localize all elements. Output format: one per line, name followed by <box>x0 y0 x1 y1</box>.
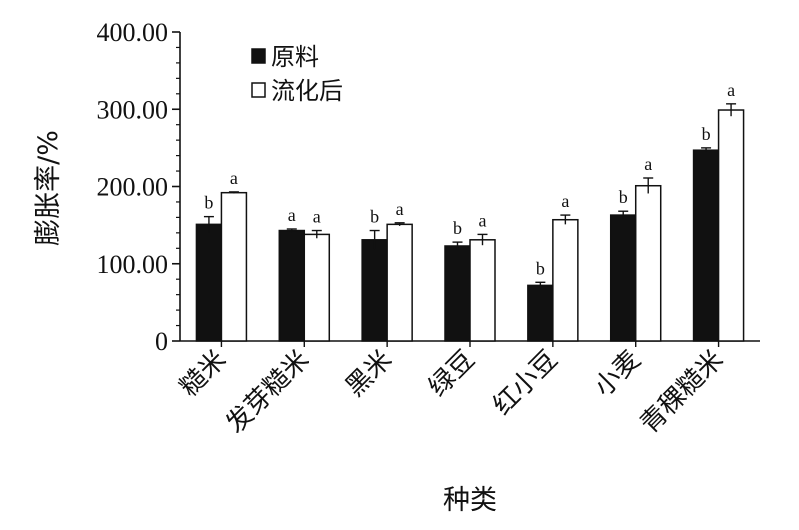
bar-raw <box>278 229 306 342</box>
bar-fluidized <box>386 223 413 342</box>
significance-label: a <box>396 199 404 219</box>
significance-label: b <box>619 187 628 207</box>
bar-raw <box>527 284 554 342</box>
x-axis-title: 种类 <box>443 485 497 516</box>
significance-label: a <box>727 80 735 100</box>
y-tick-label: 300.00 <box>97 95 169 124</box>
significance-label: a <box>230 168 238 188</box>
legend-label-fluidized: 流化后 <box>271 77 343 105</box>
significance-label: a <box>313 207 321 227</box>
significance-label: a <box>479 210 487 230</box>
bar-raw <box>692 149 720 342</box>
axes <box>172 31 760 347</box>
category-label: 黑米 <box>340 345 398 403</box>
significance-label: a <box>644 154 652 174</box>
category-label: 小麦 <box>589 345 647 403</box>
y-tick-label: 200.00 <box>97 173 169 202</box>
y-axis-title: 膨胀率/% <box>33 130 64 246</box>
significance-label: b <box>370 207 379 227</box>
bar-raw <box>444 245 471 342</box>
legend-label-raw: 原料 <box>271 43 319 71</box>
significance-label: b <box>453 218 462 238</box>
category-label: 发芽糙米 <box>220 345 315 440</box>
legend-swatch-raw <box>251 48 266 64</box>
bar-raw <box>361 239 388 342</box>
bar-raw <box>195 223 223 342</box>
y-tick-label: 100.00 <box>97 250 169 279</box>
bar-fluidized <box>303 233 331 342</box>
significance-label: b <box>204 193 213 213</box>
bar-fluidized <box>469 239 496 342</box>
bars <box>195 103 745 342</box>
y-tick-label: 0 <box>155 327 168 356</box>
bar-fluidized <box>717 109 745 342</box>
bar-raw <box>609 214 637 342</box>
significance-label: a <box>561 191 569 211</box>
bar-fluidized <box>220 191 248 342</box>
legend: 原料 流化后 <box>251 43 343 105</box>
bar-fluidized <box>552 218 579 342</box>
bar-fluidized <box>634 184 662 342</box>
category-label: 绿豆 <box>423 345 481 403</box>
y-tick-label: 400.00 <box>97 18 169 47</box>
significance-label: a <box>288 205 296 225</box>
category-label: 红小豆 <box>487 345 563 421</box>
legend-swatch-fluidized <box>251 82 266 98</box>
category-label: 青稞糙米 <box>635 345 730 440</box>
significance-label: b <box>702 124 711 144</box>
significance-label: b <box>536 258 545 278</box>
category-label: 糙米 <box>174 345 232 403</box>
